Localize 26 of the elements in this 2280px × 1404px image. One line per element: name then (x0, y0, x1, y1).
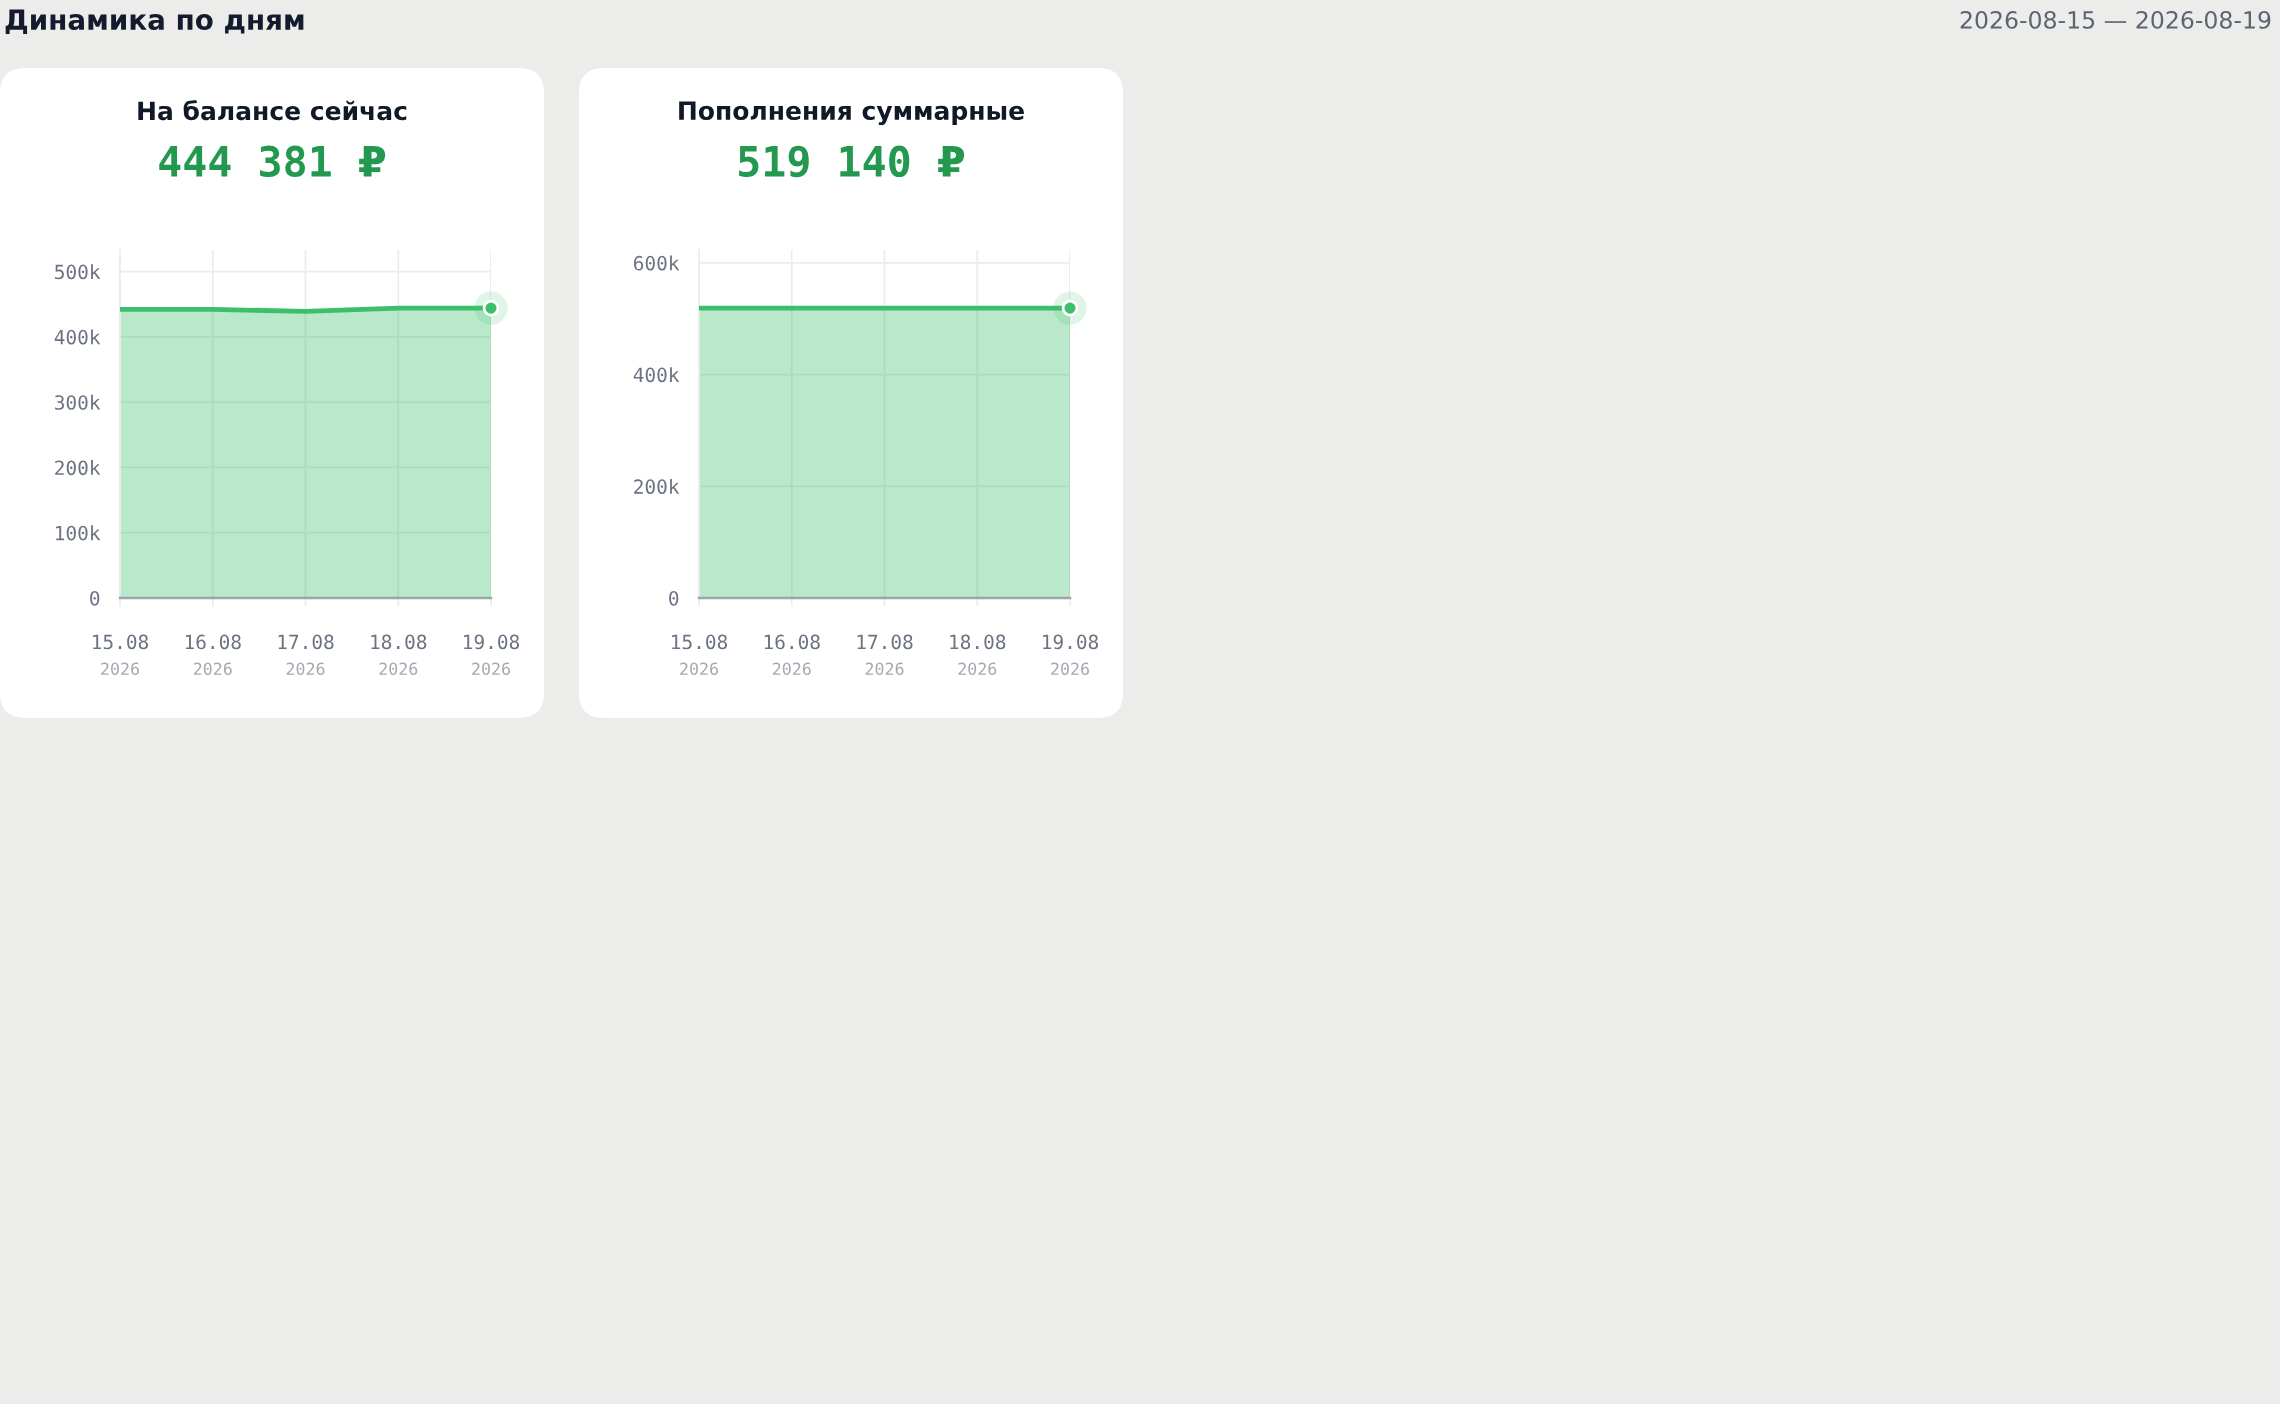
chart-title: Пополнения суммарные (679, 101, 1024, 126)
category-label: 15.08 2026 (672, 634, 728, 676)
category-label: 16.08 2026 (764, 634, 820, 676)
text: 2026-08-15 — 2026-08-19 (1960, 10, 2271, 29)
y-tick-label: 0 (90, 591, 100, 606)
chart-subtitle: 444 381 ₽ (159, 145, 386, 178)
category-label: 19.08 2026 (464, 634, 520, 676)
chart-title: На балансе сейчас (138, 100, 407, 121)
category-label: 19.08 2026 (1043, 634, 1099, 676)
y-tick-label: 100k (56, 525, 101, 541)
y-tick-label: 200k (55, 460, 101, 476)
chart-subtitle: 519 140 ₽ (739, 145, 965, 178)
y-tick-label: 600k (633, 255, 680, 271)
category-label: 17.08 2026 (857, 634, 913, 676)
text: Динамика по дням (5, 9, 304, 35)
y-tick-label: 400k (54, 329, 101, 345)
category-label: 18.08 2026 (371, 634, 427, 676)
category-label: 18.08 2026 (950, 634, 1006, 676)
category-label: 15.08 2026 (93, 634, 149, 676)
y-tick-label: 400k (633, 367, 680, 383)
y-tick-label: 500k (55, 264, 101, 280)
y-tick-label: 0 (669, 591, 679, 606)
y-tick-label: 200k (634, 478, 680, 494)
y-tick-label: 300k (55, 394, 101, 410)
category-label: 16.08 2026 (185, 634, 241, 676)
category-label: 17.08 2026 (278, 634, 334, 676)
